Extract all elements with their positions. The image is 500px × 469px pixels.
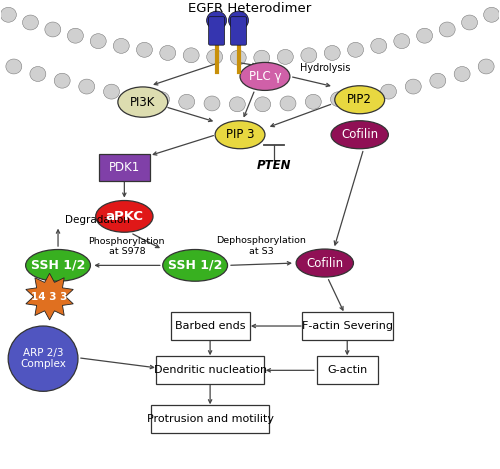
FancyBboxPatch shape — [170, 312, 250, 340]
Circle shape — [178, 94, 194, 109]
Text: Dephosphorylation
at S3: Dephosphorylation at S3 — [216, 236, 306, 256]
Text: SSH 1/2: SSH 1/2 — [31, 259, 85, 272]
Circle shape — [371, 38, 386, 53]
Circle shape — [306, 94, 322, 109]
Circle shape — [278, 49, 293, 64]
Text: 14 3 3: 14 3 3 — [32, 292, 68, 302]
Ellipse shape — [331, 121, 388, 149]
Text: Protrusion and motility: Protrusion and motility — [146, 414, 274, 424]
Text: PI3K: PI3K — [130, 96, 156, 109]
Circle shape — [406, 79, 421, 94]
Text: Barbed ends: Barbed ends — [175, 321, 246, 331]
Circle shape — [54, 73, 70, 88]
Ellipse shape — [118, 87, 168, 117]
Circle shape — [454, 67, 470, 82]
Circle shape — [128, 88, 144, 103]
FancyBboxPatch shape — [98, 154, 150, 181]
Circle shape — [104, 84, 120, 99]
Circle shape — [22, 15, 38, 30]
FancyBboxPatch shape — [316, 356, 378, 384]
Circle shape — [280, 96, 296, 111]
Circle shape — [114, 38, 129, 53]
FancyBboxPatch shape — [156, 356, 264, 384]
Circle shape — [228, 11, 248, 30]
Circle shape — [30, 67, 46, 82]
Circle shape — [478, 59, 494, 74]
Circle shape — [356, 88, 372, 103]
Circle shape — [348, 42, 364, 57]
FancyBboxPatch shape — [230, 17, 246, 45]
Circle shape — [160, 45, 176, 61]
Circle shape — [462, 15, 477, 30]
Circle shape — [206, 11, 227, 30]
Circle shape — [416, 28, 432, 43]
Ellipse shape — [296, 249, 354, 277]
Circle shape — [90, 34, 106, 49]
Text: G-actin: G-actin — [327, 365, 368, 375]
Circle shape — [330, 92, 346, 106]
Text: Hydrolysis: Hydrolysis — [300, 63, 350, 73]
Text: aPKC: aPKC — [106, 210, 144, 223]
Ellipse shape — [215, 121, 265, 149]
Circle shape — [324, 45, 340, 61]
Text: F-actin Severing: F-actin Severing — [302, 321, 392, 331]
Text: PIP2: PIP2 — [348, 93, 372, 106]
Circle shape — [484, 8, 500, 22]
Text: PLC γ: PLC γ — [248, 70, 282, 83]
Ellipse shape — [240, 62, 290, 91]
Circle shape — [183, 48, 199, 63]
Circle shape — [254, 50, 270, 65]
Circle shape — [301, 48, 317, 63]
Text: Dendritic nucleation: Dendritic nucleation — [154, 365, 266, 375]
Circle shape — [439, 22, 455, 37]
Text: PIP 3: PIP 3 — [226, 128, 254, 141]
FancyBboxPatch shape — [302, 312, 393, 340]
Text: PDK1: PDK1 — [108, 161, 140, 174]
Circle shape — [6, 59, 22, 74]
Text: Cofilin: Cofilin — [306, 257, 344, 270]
Circle shape — [206, 49, 222, 64]
Circle shape — [230, 50, 246, 65]
Circle shape — [230, 97, 246, 112]
FancyBboxPatch shape — [208, 17, 224, 45]
Polygon shape — [26, 273, 74, 320]
Ellipse shape — [26, 250, 90, 281]
Ellipse shape — [335, 86, 384, 114]
FancyBboxPatch shape — [151, 405, 270, 433]
Circle shape — [8, 326, 78, 391]
Ellipse shape — [162, 250, 228, 281]
Circle shape — [68, 28, 84, 43]
Circle shape — [79, 79, 94, 94]
Circle shape — [154, 92, 170, 106]
Circle shape — [0, 8, 16, 22]
Text: EGFR Heterodimer: EGFR Heterodimer — [188, 2, 312, 15]
Text: Cofilin: Cofilin — [341, 128, 378, 141]
Circle shape — [204, 96, 220, 111]
Circle shape — [394, 34, 409, 49]
Text: SSH 1/2: SSH 1/2 — [168, 259, 222, 272]
Text: Phosphorylation
at S978: Phosphorylation at S978 — [88, 237, 165, 256]
Circle shape — [45, 22, 61, 37]
Text: PTEN: PTEN — [256, 159, 291, 173]
Text: ARP 2/3
Complex: ARP 2/3 Complex — [20, 348, 66, 370]
Ellipse shape — [96, 201, 153, 232]
Circle shape — [136, 42, 152, 57]
Text: Degradation: Degradation — [64, 215, 130, 225]
Circle shape — [380, 84, 396, 99]
Circle shape — [254, 97, 270, 112]
Circle shape — [430, 73, 446, 88]
